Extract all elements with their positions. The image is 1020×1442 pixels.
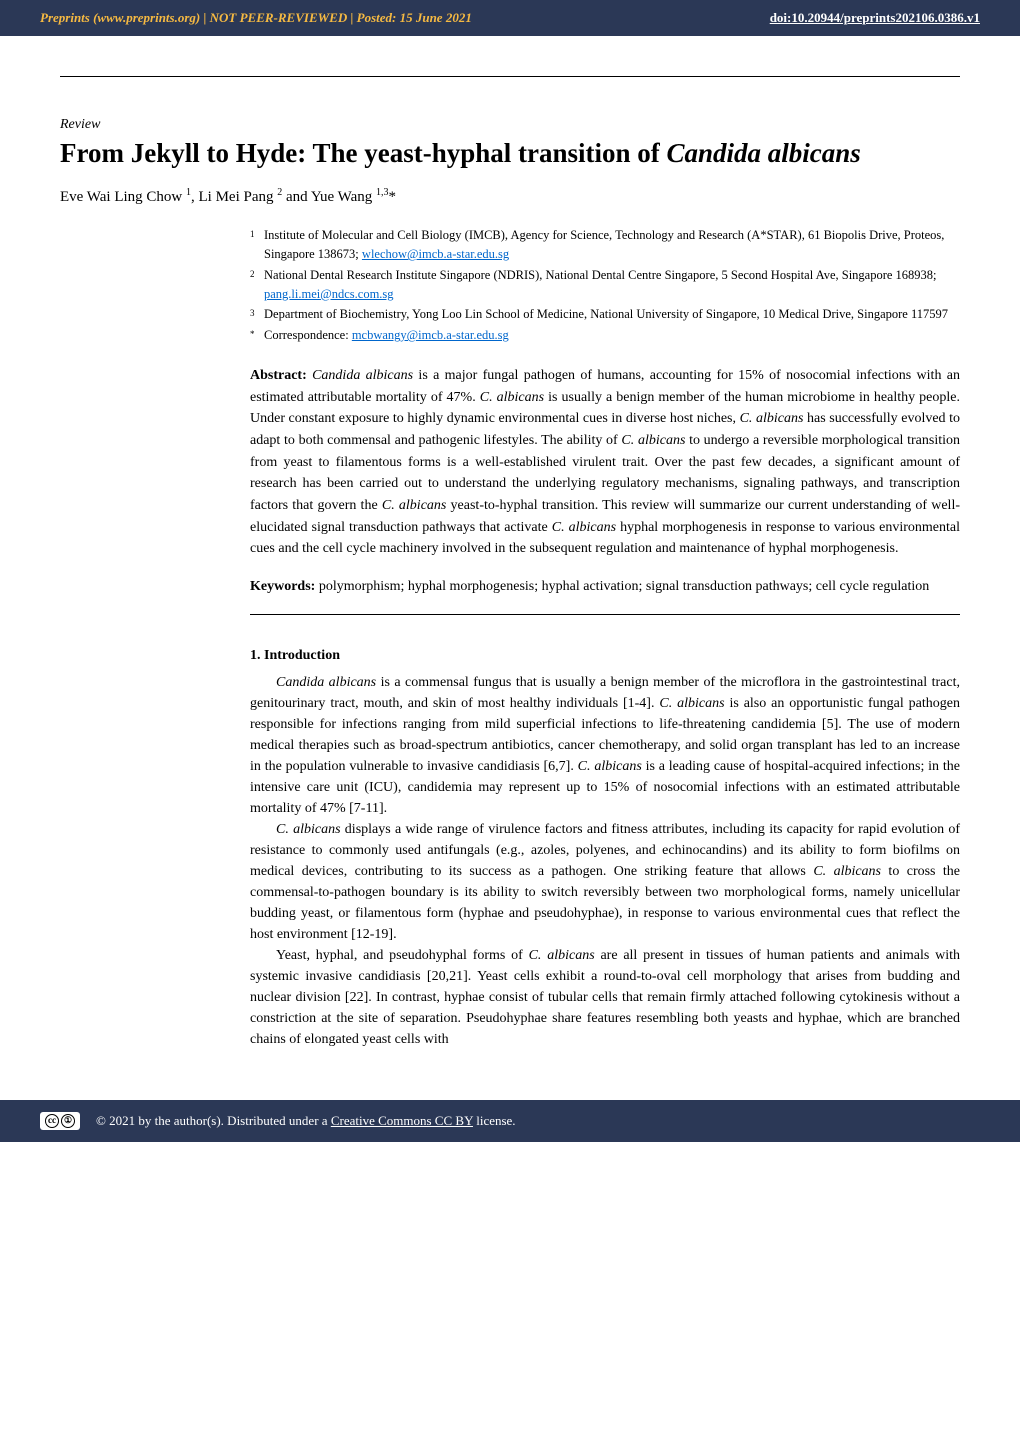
author-sep1: , Li Mei Pang xyxy=(191,189,277,205)
copyright-text: © 2021 by the author(s). Distributed und… xyxy=(96,1113,331,1128)
site-url: (www.preprints.org) xyxy=(93,10,200,25)
posted-date: Posted: 15 June 2021 xyxy=(357,10,472,25)
body-paragraph: Candida albicans is a commensal fungus t… xyxy=(250,672,960,819)
license-footer: cc① © 2021 by the author(s). Distributed… xyxy=(0,1100,1020,1142)
keywords-label: Keywords: xyxy=(250,579,319,594)
affil-num: 1 xyxy=(250,226,264,264)
keywords-text: polymorphism; hyphal morphogenesis; hyph… xyxy=(319,579,929,594)
header-left: Preprints (www.preprints.org) | NOT PEER… xyxy=(40,10,472,26)
affiliations-block: 1 Institute of Molecular and Cell Biolog… xyxy=(250,226,960,345)
body-text: 1. Introduction Candida albicans is a co… xyxy=(250,645,960,1050)
article-title: From Jekyll to Hyde: The yeast-hyphal tr… xyxy=(60,137,960,169)
affiliation-row: 2 National Dental Research Institute Sin… xyxy=(250,266,960,304)
body-paragraph: C. albicans displays a wide range of vir… xyxy=(250,819,960,945)
author1: Eve Wai Ling Chow xyxy=(60,189,186,205)
affiliation-row: 1 Institute of Molecular and Cell Biolog… xyxy=(250,226,960,264)
affil-text: National Dental Research Institute Singa… xyxy=(264,266,960,304)
title-plain: From Jekyll to Hyde: The yeast-hyphal tr… xyxy=(60,138,667,168)
author-sep2: and Yue Wang xyxy=(282,189,376,205)
corr-email-link[interactable]: mcbwangy@imcb.a-star.edu.sg xyxy=(352,328,509,342)
affil-text: Correspondence: mcbwangy@imcb.a-star.edu… xyxy=(264,326,960,345)
peer-status: NOT PEER-REVIEWED xyxy=(210,10,348,25)
affil-email-link[interactable]: wlechow@imcb.a-star.edu.sg xyxy=(362,247,509,261)
affiliation-row: 3 Department of Biochemistry, Yong Loo L… xyxy=(250,305,960,324)
top-rule xyxy=(60,76,960,77)
affil-email-link[interactable]: pang.li.mei@ndcs.com.sg xyxy=(264,287,394,301)
section-heading: 1. Introduction xyxy=(250,645,960,666)
cc-by-icon: cc① xyxy=(40,1112,80,1130)
page-content: Review From Jekyll to Hyde: The yeast-hy… xyxy=(0,36,1020,1070)
affil-text: Department of Biochemistry, Yong Loo Lin… xyxy=(264,305,960,324)
cc-icon: cc xyxy=(45,1114,59,1128)
section-rule xyxy=(250,614,960,615)
keywords-block: Keywords: polymorphism; hyphal morphogen… xyxy=(250,576,960,598)
license-link[interactable]: Creative Commons CC BY xyxy=(331,1113,473,1128)
affiliation-row: * Correspondence: mcbwangy@imcb.a-star.e… xyxy=(250,326,960,345)
affil-num: 2 xyxy=(250,266,264,304)
article-type: Review xyxy=(60,117,960,133)
footer-text: © 2021 by the author(s). Distributed und… xyxy=(96,1113,516,1129)
site-name: Preprints xyxy=(40,10,90,25)
corr-star: * xyxy=(389,189,397,205)
affil-num: * xyxy=(250,326,264,345)
by-icon: ① xyxy=(61,1114,75,1128)
abstract-block: Abstract: Candida albicans is a major fu… xyxy=(250,365,960,560)
abstract-label: Abstract: xyxy=(250,368,312,383)
affil-text: Institute of Molecular and Cell Biology … xyxy=(264,226,960,264)
title-italic: Candida albicans xyxy=(667,138,861,168)
author-list: Eve Wai Ling Chow 1, Li Mei Pang 2 and Y… xyxy=(60,187,960,206)
author3-affil: 1,3 xyxy=(376,187,389,198)
preprint-header-bar: Preprints (www.preprints.org) | NOT PEER… xyxy=(0,0,1020,36)
affil-num: 3 xyxy=(250,305,264,324)
body-paragraph: Yeast, hyphal, and pseudohyphal forms of… xyxy=(250,945,960,1050)
doi-link[interactable]: doi:10.20944/preprints202106.0386.v1 xyxy=(770,10,980,26)
license-tail: license. xyxy=(473,1113,516,1128)
